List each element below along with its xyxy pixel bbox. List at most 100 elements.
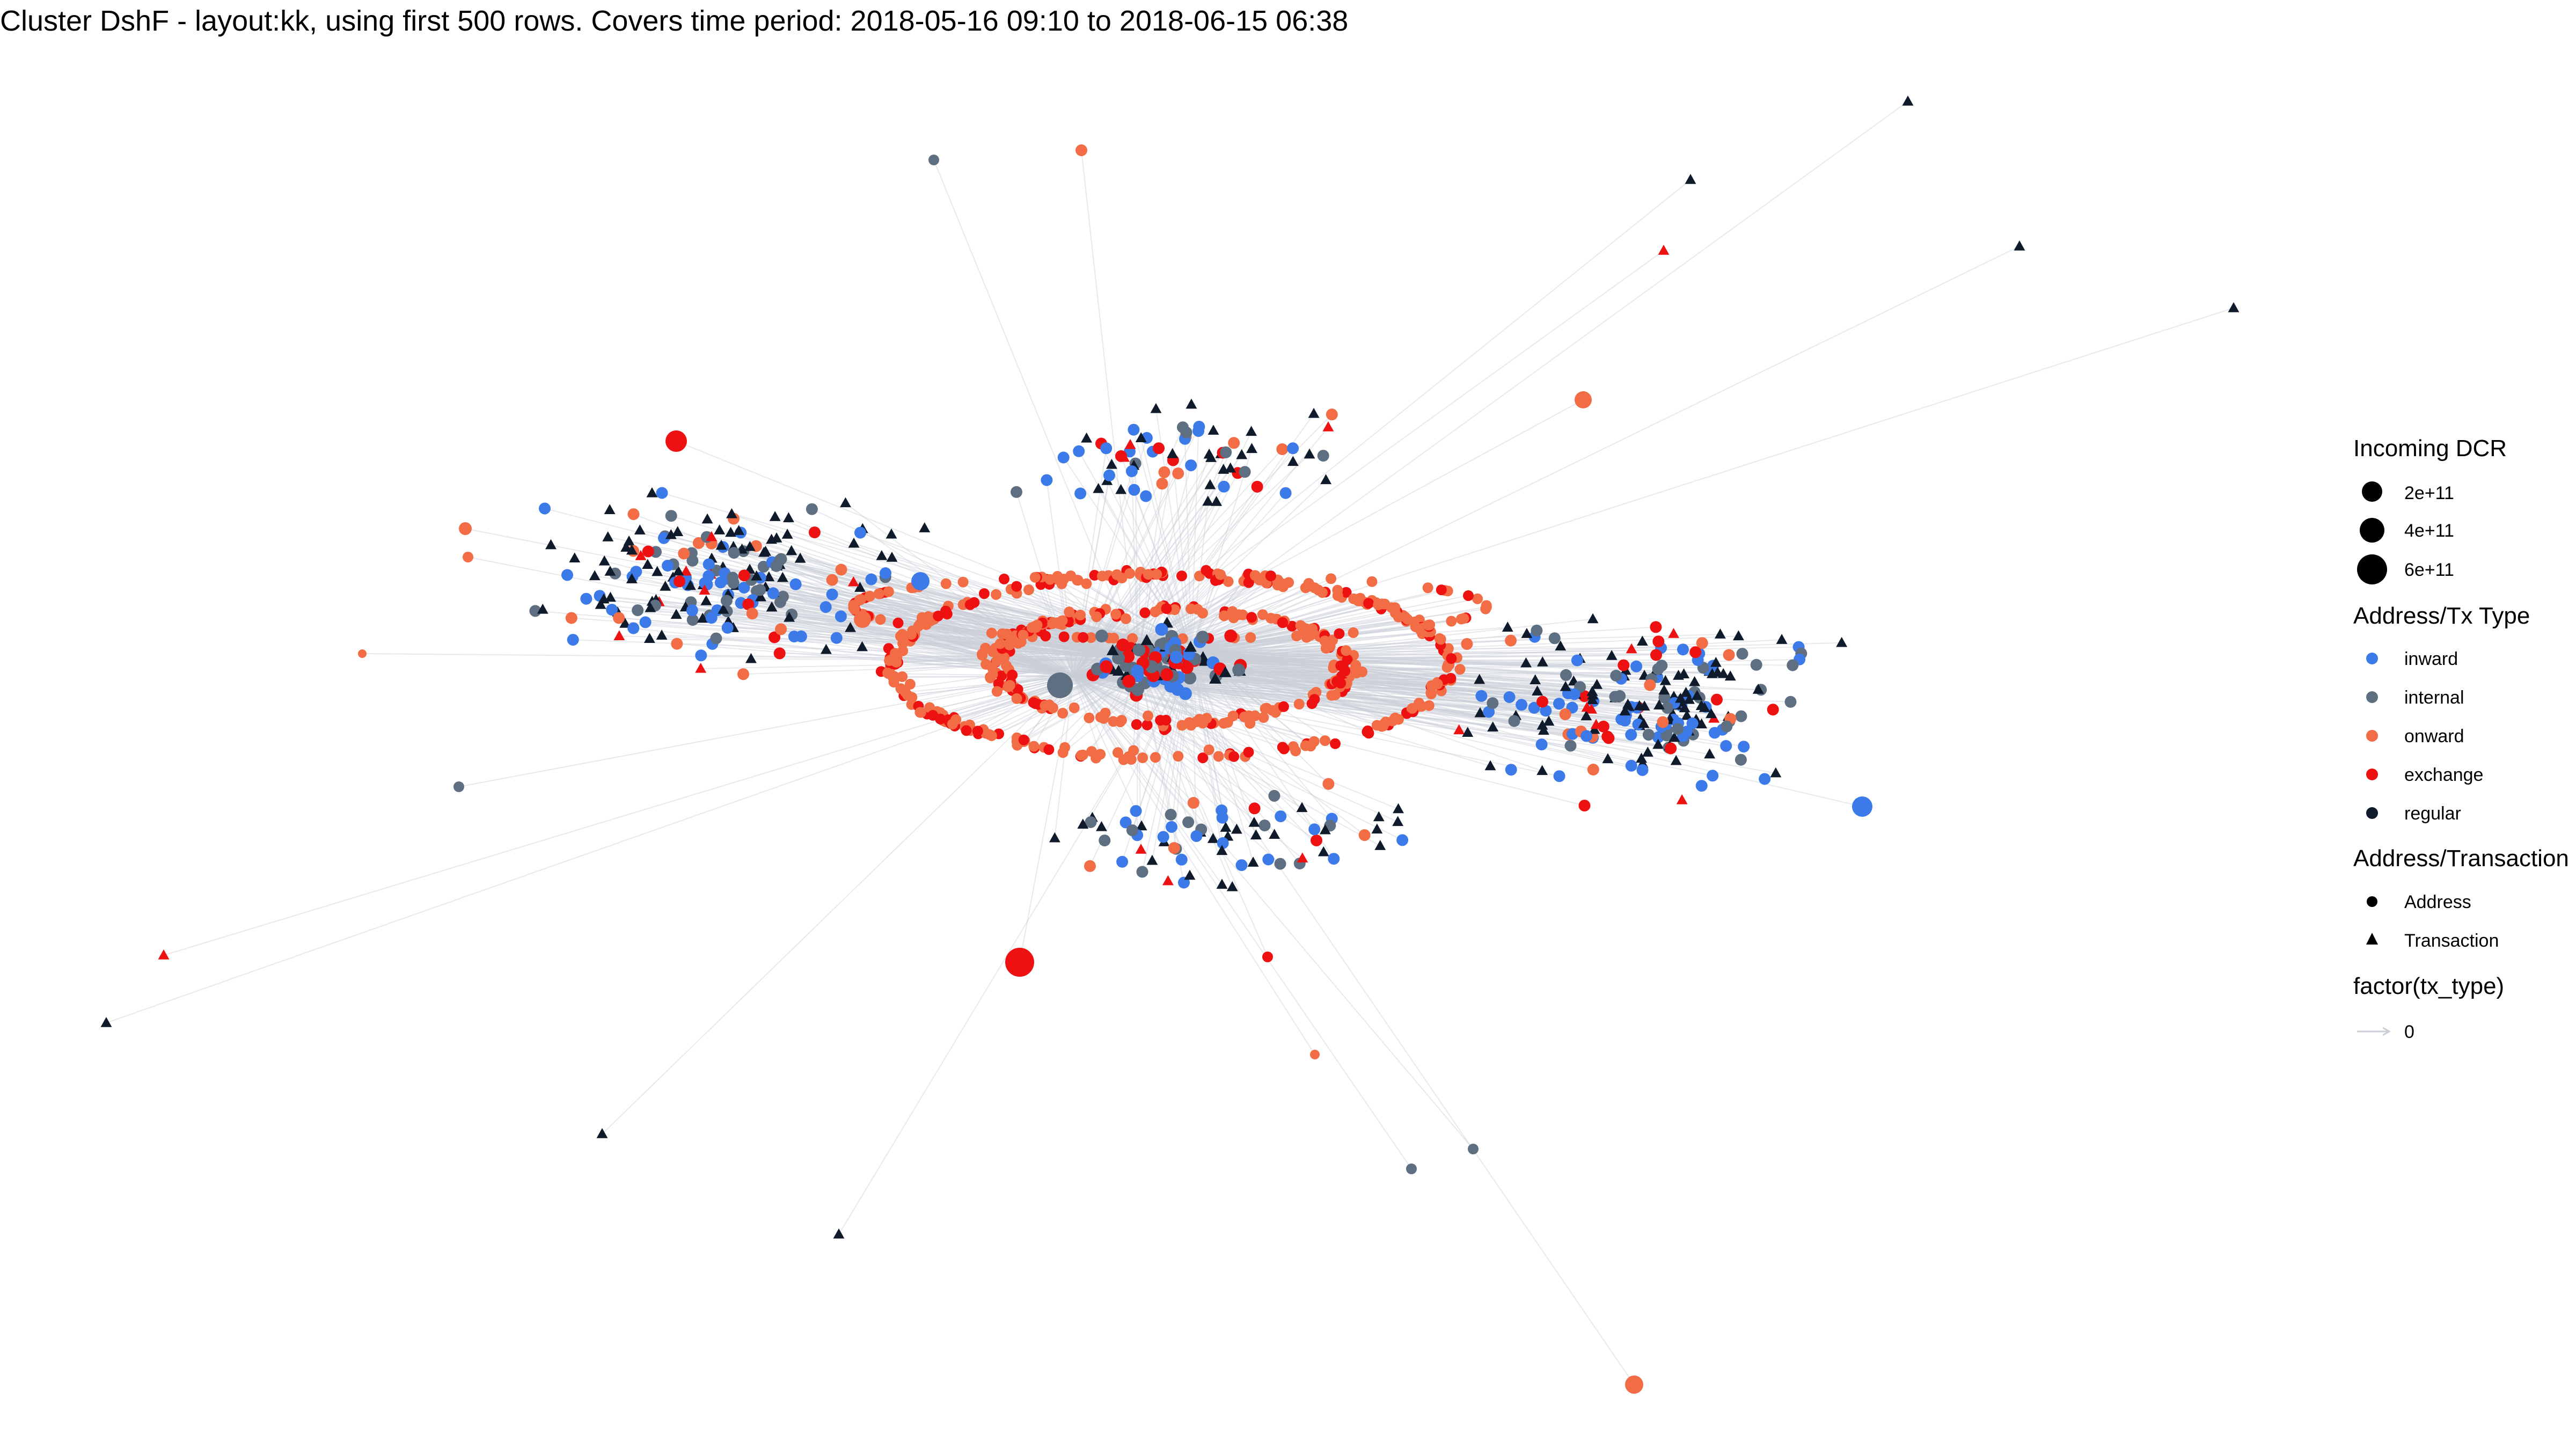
address-node — [1245, 632, 1256, 643]
graph-edge — [902, 634, 1074, 677]
graph-edge — [1073, 676, 1214, 724]
transaction-node — [847, 576, 859, 587]
address-node — [1047, 672, 1073, 698]
graph-edge — [738, 530, 1138, 661]
legend-shape-title: Address/Transaction — [2353, 845, 2569, 872]
address-node — [1073, 445, 1085, 457]
graph-edge — [1009, 650, 1074, 677]
address-node — [1363, 598, 1374, 609]
address-node — [883, 586, 894, 597]
address-node — [1461, 638, 1473, 650]
address-node — [964, 599, 976, 610]
transaction-node — [634, 524, 646, 535]
transaction-node — [1136, 820, 1147, 831]
legend-edge-arrow — [2382, 1027, 2391, 1036]
legend-type-swatch-exchange — [2366, 769, 2378, 780]
graph-edge — [1073, 676, 1302, 809]
legend-shape-swatch-address — [2367, 896, 2377, 907]
graph-edge — [1073, 676, 1281, 865]
address-node — [702, 558, 715, 570]
address-node — [1308, 823, 1321, 836]
address-node — [1108, 716, 1119, 727]
transaction-node — [1453, 724, 1465, 735]
address-node — [875, 614, 886, 625]
graph-edge — [721, 545, 1138, 661]
address-node — [1362, 725, 1373, 736]
transaction-node — [602, 531, 614, 541]
transaction-node — [1619, 705, 1631, 716]
transaction-node — [656, 630, 668, 640]
address-node — [746, 608, 758, 620]
address-node — [1735, 753, 1747, 766]
transaction-node — [1392, 816, 1404, 826]
address-node — [627, 508, 640, 521]
address-node — [1711, 693, 1723, 706]
address-node — [1131, 719, 1142, 730]
transaction-node — [1474, 707, 1486, 718]
address-node — [880, 567, 891, 579]
graph-edge — [1191, 649, 1285, 750]
address-node — [1128, 484, 1140, 496]
transaction-node — [1287, 456, 1299, 466]
address-node — [1695, 780, 1708, 792]
graph-edge — [1191, 646, 1330, 650]
transaction-node — [1474, 674, 1485, 684]
address-node — [738, 569, 750, 582]
graph-edge — [1191, 649, 1595, 730]
graph-edge — [1137, 660, 1705, 709]
graph-edge — [859, 599, 1074, 677]
transaction-node — [1675, 692, 1687, 703]
transaction-node — [745, 653, 757, 663]
address-node — [1300, 740, 1311, 751]
address-node — [1436, 584, 1447, 596]
transaction-node — [626, 544, 638, 555]
address-node — [459, 522, 472, 535]
graph-edge — [1191, 649, 1257, 836]
address-node — [1218, 480, 1230, 493]
graph-edge — [1073, 676, 1315, 1055]
address-node — [826, 588, 838, 601]
transaction-node — [604, 566, 616, 576]
transaction-node — [1733, 630, 1744, 641]
transaction-node — [784, 611, 795, 622]
address-node — [940, 578, 952, 589]
address-node — [767, 587, 779, 599]
graph-edge — [1073, 676, 1179, 757]
graph-edge — [1191, 649, 1604, 727]
graph-edge — [1073, 676, 1242, 866]
graph-edge — [752, 599, 1138, 661]
transaction-node — [1532, 685, 1543, 696]
legend-edge-title: factor(tx_type) — [2353, 973, 2504, 999]
graph-edge — [880, 593, 1138, 661]
address-node — [864, 590, 875, 602]
graph-edge — [1073, 676, 1326, 742]
address-node — [789, 578, 802, 590]
graph-edge — [850, 627, 1074, 677]
graph-edge — [1137, 660, 1573, 735]
graph-edge — [1191, 649, 1343, 652]
legend-size-label-2: 4e+11 — [2404, 521, 2454, 541]
graph-edge — [891, 557, 1192, 650]
address-node — [1130, 805, 1142, 817]
graph-edge — [1073, 676, 1137, 811]
transaction-node — [777, 572, 788, 582]
address-node — [1023, 584, 1034, 595]
address-node — [1320, 735, 1330, 747]
address-node — [1190, 830, 1203, 842]
graph-edge — [895, 660, 1138, 661]
address-node — [1376, 598, 1387, 610]
graph-edge — [1011, 642, 1074, 677]
graph-edge — [656, 599, 1138, 661]
address-node — [1235, 859, 1248, 872]
graph-edge — [1137, 626, 1656, 661]
graph-edge — [1073, 676, 1560, 777]
legend-edge-label: 0 — [2404, 1022, 2414, 1042]
address-node — [1257, 609, 1268, 620]
graph-edge — [1137, 660, 1637, 667]
address-node — [873, 588, 884, 599]
transaction-node — [1219, 666, 1232, 677]
address-node — [1176, 720, 1188, 731]
transaction-node — [605, 591, 616, 602]
graph-edge — [1191, 649, 1448, 656]
transaction-node — [1581, 701, 1593, 712]
